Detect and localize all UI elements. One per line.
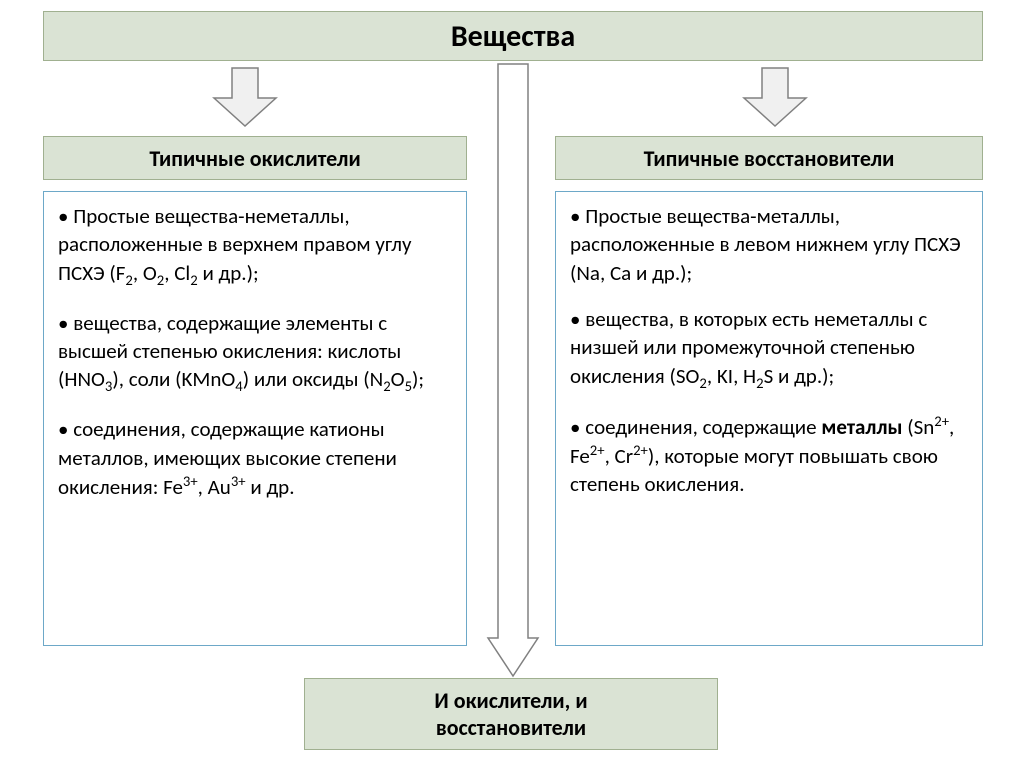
sup: 3+ [183,472,198,490]
sup: 2+ [590,441,605,459]
left-bullet-1: • Простые вещества-неметаллы, расположен… [58,202,452,291]
text: ), соли (KMnO [112,366,235,392]
right-title: Типичные восстановители [644,145,895,172]
sub: 2 [190,271,197,289]
text: , Cr [605,443,634,469]
bottom-title-line2: восстановители [436,714,586,742]
main-title: Вещества [451,18,575,55]
text: ) или оксиды (N [243,366,383,392]
sub: 2 [756,374,763,392]
text-bold: металлы [821,414,902,440]
arrow-right-down-icon [740,66,810,128]
sub: 2 [699,374,706,392]
text: , Au [198,474,231,500]
sub: 5 [405,378,412,396]
right-title-box: Типичные восстановители [555,136,983,180]
sub: 4 [235,378,242,396]
bottom-title-line1: И окислители, и [434,687,587,715]
right-bullet-3: • соединения, содержащие металлы (Sn2+, … [570,412,968,499]
text: , KI, H [707,363,756,389]
sup: 2+ [633,441,648,459]
left-title: Типичные окислители [149,145,360,172]
right-bullet-2: • вещества, в которых есть неметаллы с н… [570,305,968,394]
arrow-center-down-icon [486,62,540,678]
bottom-title-box: И окислители, и восстановители [304,678,718,750]
right-bullet-1: • Простые вещества-металлы, расположенны… [570,202,968,287]
right-content-box: • Простые вещества-металлы, расположенны… [555,191,983,646]
left-content-box: • Простые вещества-неметаллы, расположен… [43,191,467,646]
sub: 2 [383,378,390,396]
text: S и др.); [764,363,835,389]
left-bullet-3: • соединения, содержащие катионы металло… [58,415,452,501]
main-title-box: Вещества [43,11,983,61]
left-bullet-2: • вещества, содержащие элементы с высшей… [58,309,452,398]
sup: 2+ [934,412,949,430]
text: • соединения, содержащие [570,414,821,440]
arrow-left-down-icon [210,66,280,128]
text: и др.); [198,260,259,286]
sup: 3+ [231,472,246,490]
text: • Простые вещества-металлы, расположенны… [570,203,961,286]
text: (Sn [902,414,934,440]
text: , O [133,260,157,286]
text: , Cl [164,260,190,286]
text: и др. [246,474,295,500]
text: ); [412,366,424,392]
text: O [391,366,405,392]
left-title-box: Типичные окислители [43,136,467,180]
sub: 2 [125,271,132,289]
